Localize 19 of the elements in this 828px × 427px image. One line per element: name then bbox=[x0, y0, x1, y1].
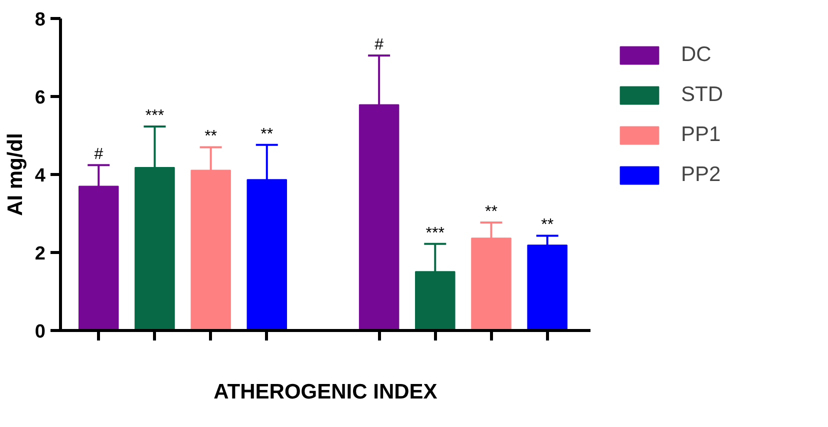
legend-label: STD bbox=[681, 83, 723, 107]
legend-label: DC bbox=[681, 43, 712, 67]
data-label: ** bbox=[541, 216, 554, 234]
data-label: *** bbox=[145, 108, 164, 125]
x-axis-title: ATHEROGENIC INDEX bbox=[214, 380, 438, 404]
legend-label: PP2 bbox=[681, 163, 721, 187]
data-label: ** bbox=[485, 203, 498, 220]
data-label: # bbox=[94, 146, 104, 164]
legend-label: PP1 bbox=[681, 123, 721, 147]
y-tick-label: 8 bbox=[34, 10, 46, 30]
data-label: # bbox=[374, 36, 384, 54]
y-tick-label: 0 bbox=[34, 322, 46, 342]
data-label: ** bbox=[204, 128, 218, 146]
y-axis-title: AI mg/dl bbox=[4, 133, 27, 216]
y-tick-label: 2 bbox=[34, 244, 46, 264]
y-tick-label: 4 bbox=[34, 166, 46, 186]
data-label: ** bbox=[260, 126, 274, 143]
y-tick-label: 6 bbox=[34, 88, 46, 108]
data-label: *** bbox=[426, 224, 444, 242]
